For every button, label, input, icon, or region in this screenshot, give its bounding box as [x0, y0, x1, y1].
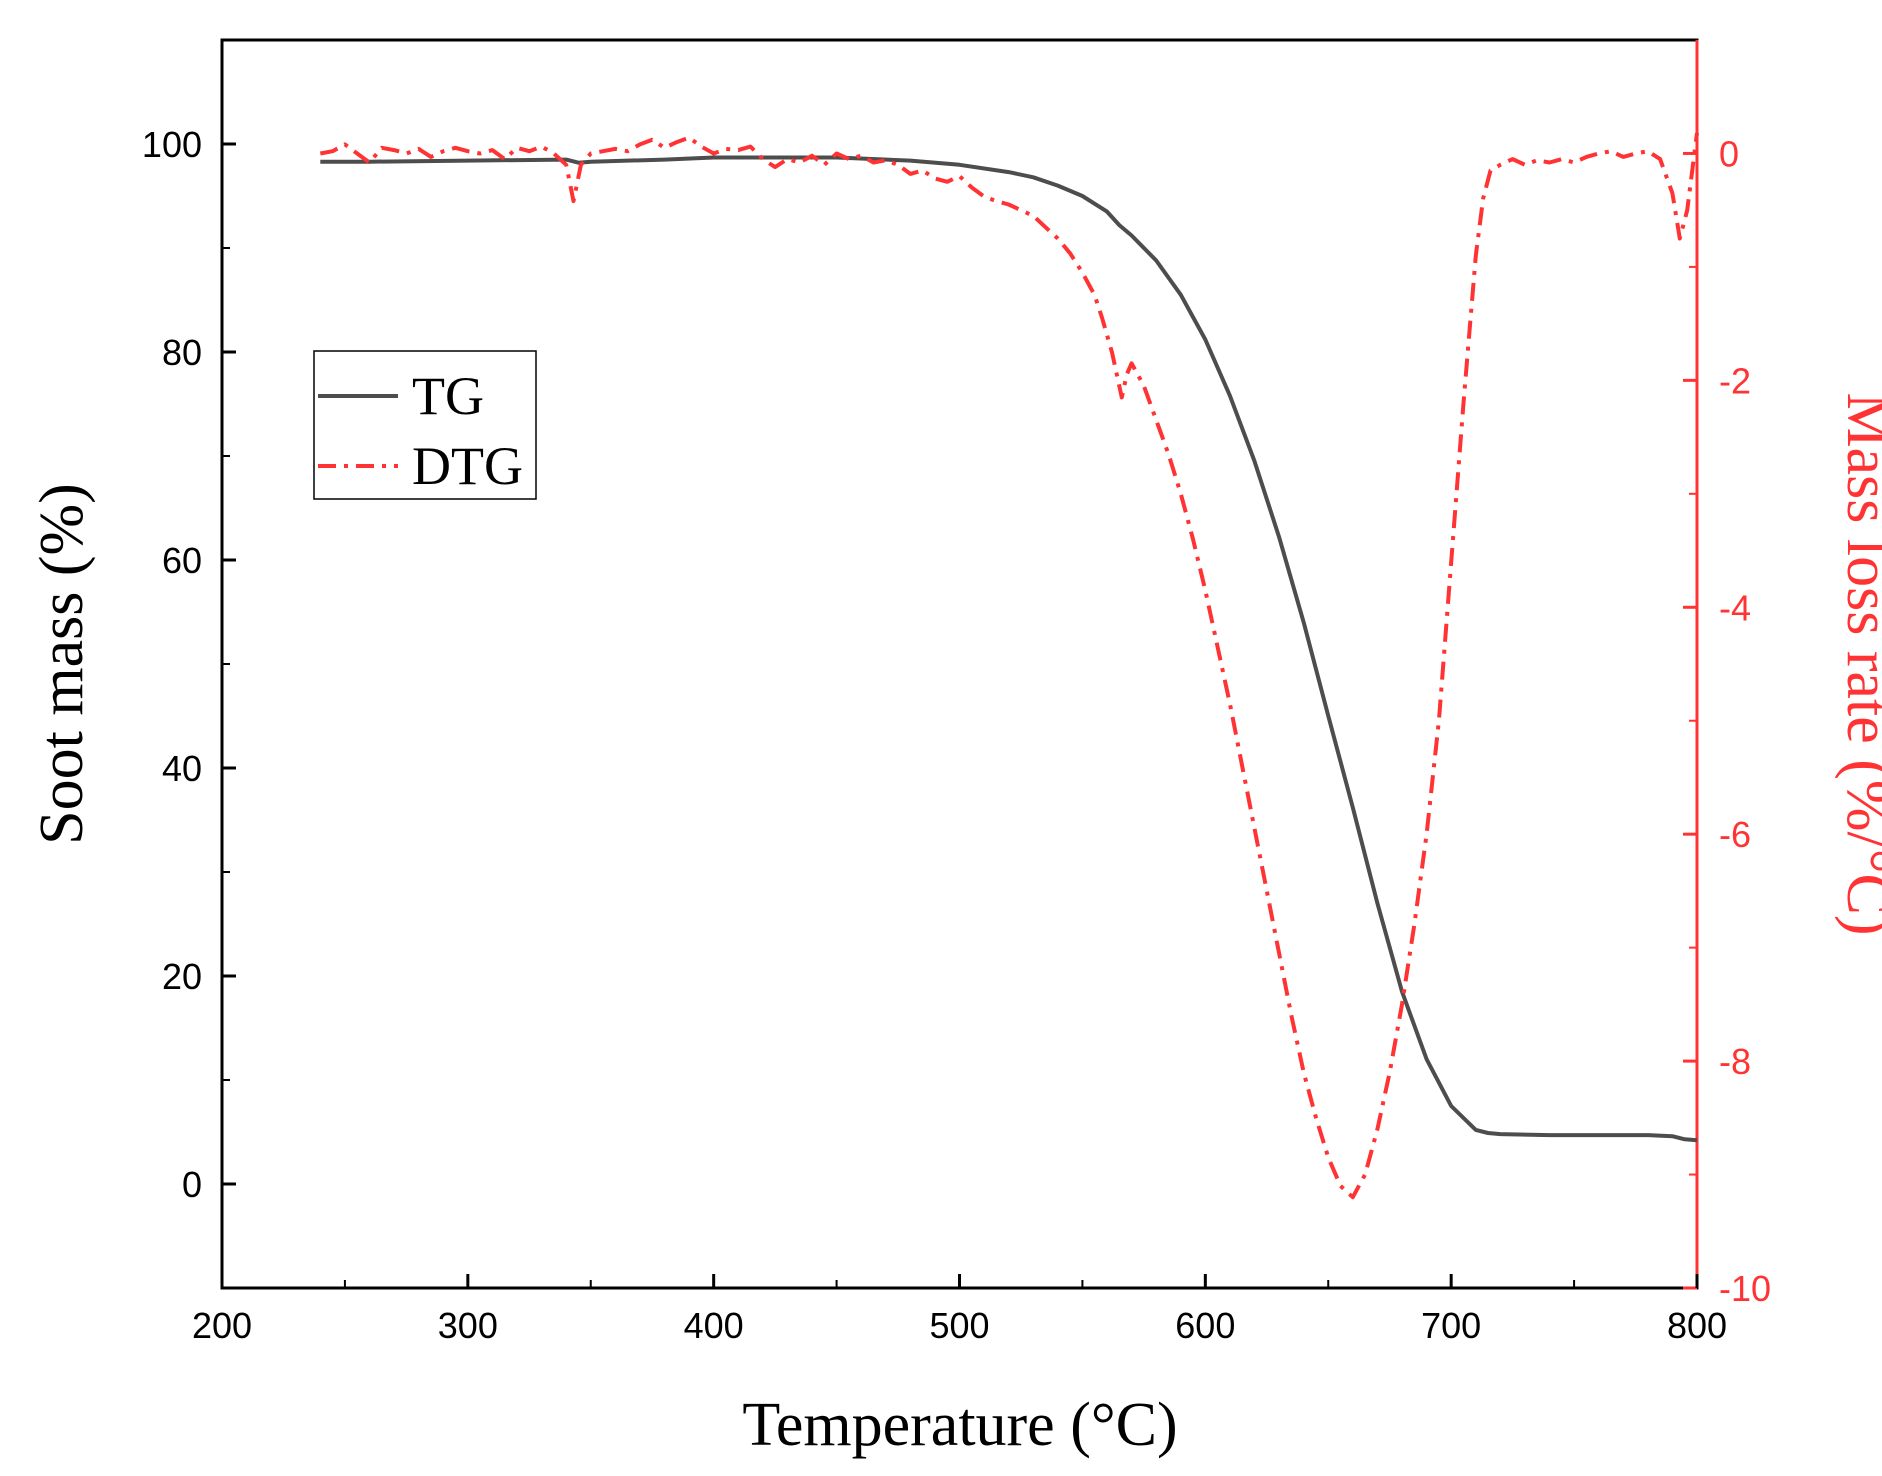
x-axis-title: Temperature (°C) [742, 1391, 1177, 1459]
series-tg-line [320, 155, 1698, 1143]
y2-tick-label: -8 [1719, 1041, 1751, 1082]
y-tick-label: 100 [142, 124, 202, 165]
legend: TG DTG [313, 350, 537, 500]
y2-axis-title: Mass loss rate (%/°C) [1834, 392, 1882, 935]
series-layer [319, 132, 1699, 1200]
legend-dtg-label: DTG [412, 436, 523, 496]
y-tick-label: 0 [182, 1164, 202, 1205]
x-tick-label: 700 [1421, 1305, 1481, 1346]
x-tick-label: 500 [929, 1305, 989, 1346]
x-tick-label: 200 [192, 1305, 252, 1346]
y2-tick-label: -4 [1719, 587, 1751, 628]
y2-tick-label: -10 [1719, 1268, 1771, 1309]
x-tick-label: 400 [684, 1305, 744, 1346]
y2-tick-label: 0 [1719, 133, 1739, 174]
x-tick-label: 600 [1175, 1305, 1235, 1346]
y-axis-title: Soot mass (%) [28, 483, 96, 845]
y-tick-label: 60 [162, 540, 202, 581]
bottom-axis: 200 300 400 500 600 700 800 [192, 1274, 1727, 1346]
series-dtg-line [319, 132, 1699, 1200]
right-axis: 0 -2 -4 -6 -8 -10 [1683, 40, 1771, 1309]
left-axis: 0 20 40 60 80 100 [142, 124, 236, 1205]
y-tick-label: 20 [162, 956, 202, 997]
y-tick-label: 40 [162, 748, 202, 789]
y2-tick-label: -6 [1719, 814, 1751, 855]
plot-frame [220, 38, 1699, 1290]
y-tick-label: 80 [162, 332, 202, 373]
y2-tick-label: -2 [1719, 360, 1751, 401]
x-tick-label: 300 [438, 1305, 498, 1346]
x-tick-label: 800 [1667, 1305, 1727, 1346]
legend-tg-label: TG [412, 366, 484, 426]
legend-box [313, 350, 537, 500]
